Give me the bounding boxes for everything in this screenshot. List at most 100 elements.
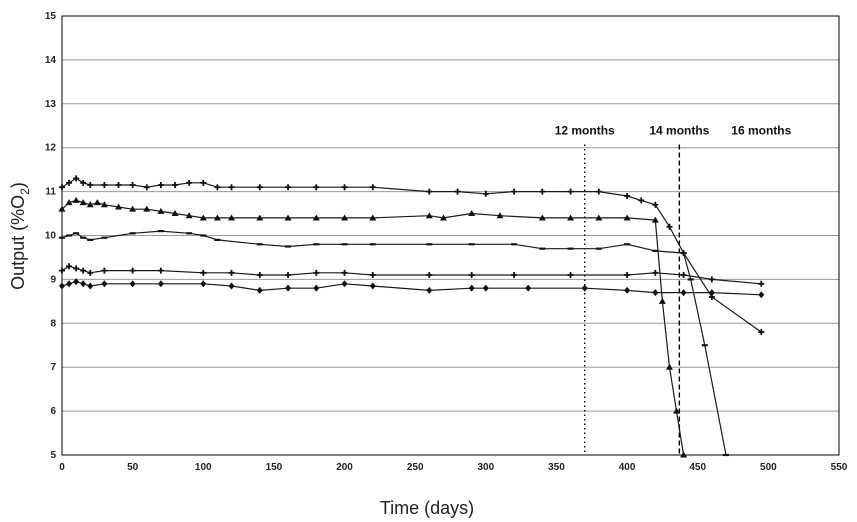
y-tick-label: 5 <box>50 450 56 461</box>
data-point <box>758 280 765 287</box>
data-point <box>680 289 687 297</box>
series-4 <box>59 263 765 287</box>
annotation-label: 14 months <box>649 124 709 138</box>
data-point <box>59 267 65 274</box>
data-point <box>101 182 108 189</box>
y-tick-label: 9 <box>50 274 56 285</box>
data-point <box>73 265 80 272</box>
data-point <box>256 272 263 279</box>
data-point <box>228 184 235 191</box>
data-point <box>73 278 80 286</box>
data-point <box>680 272 687 279</box>
x-tick-label: 500 <box>760 462 777 473</box>
x-tick-label: 150 <box>266 462 283 473</box>
data-point <box>567 188 574 195</box>
data-point <box>426 188 433 195</box>
series-2 <box>58 196 688 458</box>
data-point <box>341 280 348 288</box>
data-point <box>638 197 645 204</box>
data-point <box>86 201 94 208</box>
data-point <box>313 269 320 276</box>
y-tick-label: 14 <box>45 55 57 66</box>
data-point <box>199 214 207 221</box>
data-point <box>595 214 603 221</box>
data-point <box>65 199 73 206</box>
data-point <box>228 214 236 221</box>
data-point <box>59 184 65 191</box>
data-point <box>66 179 73 186</box>
data-point <box>87 282 94 290</box>
y-tick-label: 6 <box>50 406 56 417</box>
data-point <box>624 192 631 199</box>
data-point <box>87 182 94 189</box>
data-point <box>200 269 207 276</box>
data-point <box>312 214 320 221</box>
series-line <box>61 230 727 456</box>
data-point <box>157 207 165 214</box>
data-point <box>482 284 489 292</box>
data-point <box>369 184 376 191</box>
data-point <box>186 179 193 186</box>
x-tick-label: 100 <box>195 462 212 473</box>
data-point <box>101 267 108 274</box>
data-point <box>369 282 376 290</box>
annotation-lines: 12 months 14 months 16 months <box>555 124 792 455</box>
y-axis-title-main: Output (%O <box>8 195 28 290</box>
series-line <box>61 177 762 333</box>
y-tick-label: 11 <box>45 187 56 198</box>
data-point <box>468 272 475 279</box>
data-point <box>665 363 673 370</box>
x-tick-label: 550 <box>831 462 848 473</box>
data-point <box>66 263 73 270</box>
data-point <box>284 214 292 221</box>
y-tick-label: 10 <box>45 231 57 242</box>
data-point <box>426 272 433 279</box>
data-point <box>129 182 136 189</box>
data-point <box>341 184 348 191</box>
x-tick-label: 0 <box>59 462 65 473</box>
data-point <box>468 210 476 217</box>
data-point <box>58 205 66 212</box>
data-point <box>538 214 546 221</box>
data-point <box>425 212 433 219</box>
data-point <box>313 284 320 292</box>
x-tick-label: 200 <box>336 462 353 473</box>
data-point <box>256 214 264 221</box>
y-tick-label: 12 <box>45 143 57 154</box>
x-tick-label: 250 <box>407 462 424 473</box>
data-point <box>652 269 659 276</box>
data-point <box>454 188 461 195</box>
series-5 <box>59 278 765 299</box>
data-point <box>129 205 137 212</box>
x-tick-label: 400 <box>619 462 636 473</box>
data-point <box>680 451 688 458</box>
data-point <box>285 284 292 292</box>
data-point <box>426 286 433 294</box>
data-point <box>595 188 602 195</box>
data-point <box>758 291 765 299</box>
data-point <box>73 175 80 182</box>
data-point <box>708 289 715 297</box>
data-point <box>228 269 235 276</box>
data-point <box>79 199 87 206</box>
data-point <box>758 329 765 336</box>
data-point <box>143 184 150 191</box>
data-point <box>256 184 263 191</box>
series-line <box>61 199 685 456</box>
data-point <box>87 269 94 276</box>
y-tick-label: 13 <box>45 99 57 110</box>
data-point <box>115 182 122 189</box>
data-point <box>341 214 349 221</box>
data-point <box>115 203 123 210</box>
data-point <box>652 201 659 208</box>
data-point <box>369 272 376 279</box>
data-point <box>623 214 631 221</box>
x-tick-label: 50 <box>127 462 139 473</box>
data-point <box>567 214 575 221</box>
data-point <box>341 269 348 276</box>
data-point <box>708 276 715 283</box>
data-point <box>624 272 631 279</box>
data-point <box>369 214 377 221</box>
